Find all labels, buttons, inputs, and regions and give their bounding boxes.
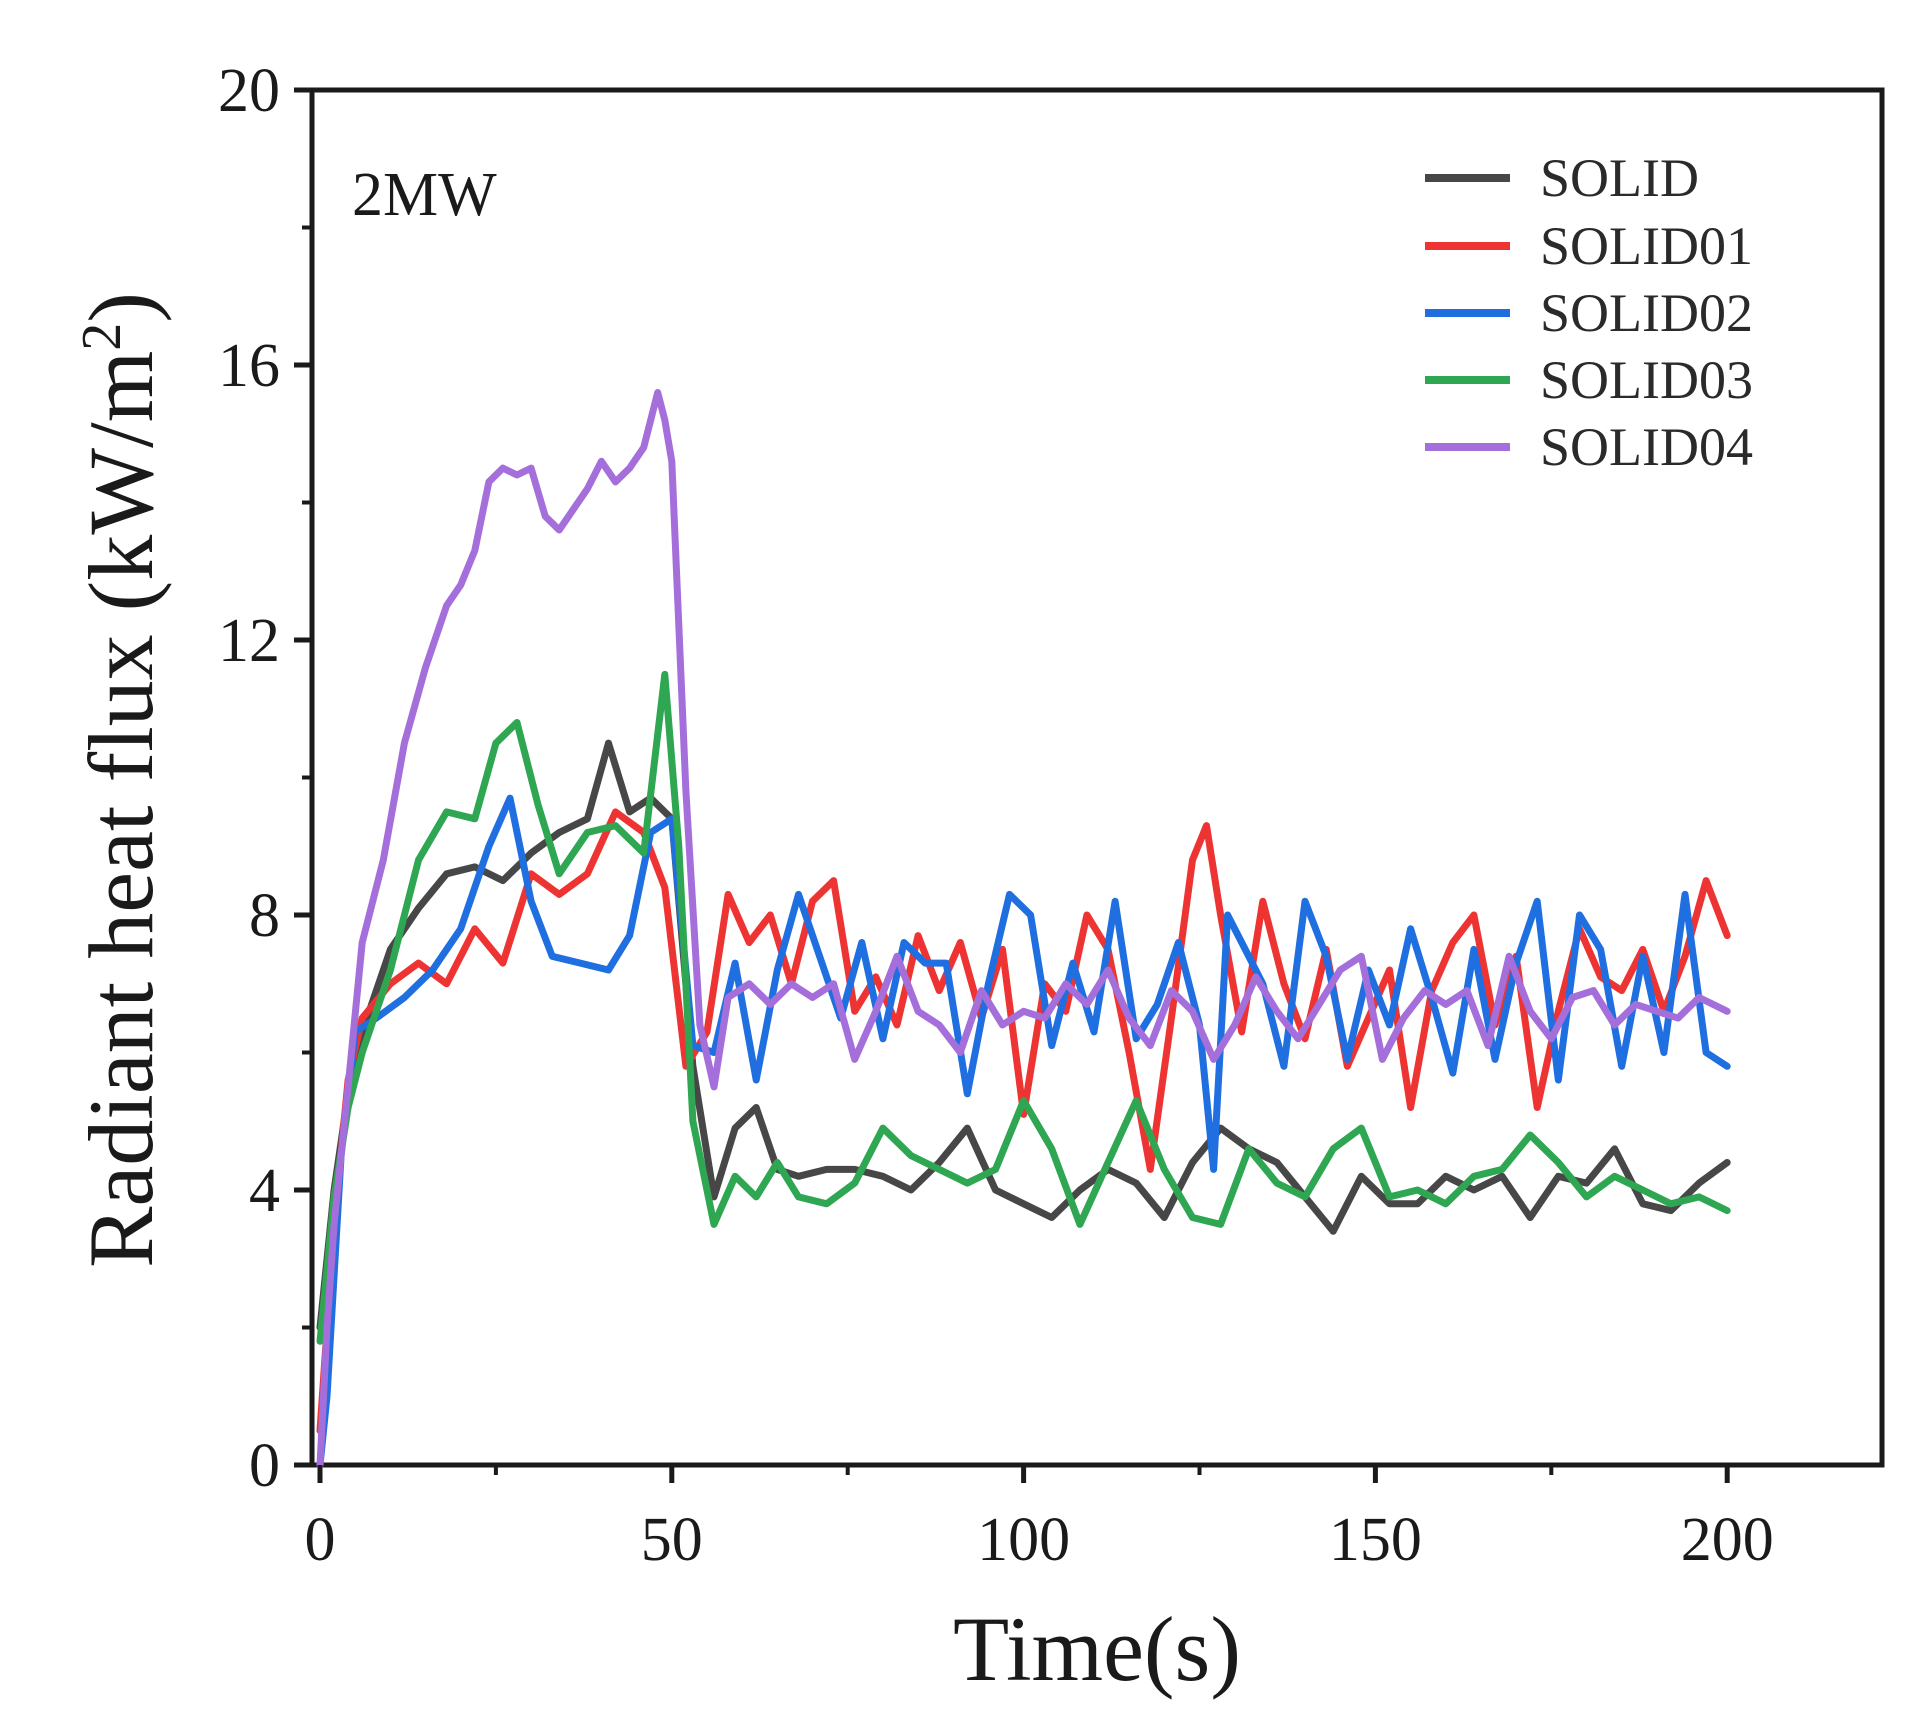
legend-label-solid02: SOLID02 [1540,283,1753,343]
series-line-solid04 [316,389,1731,1469]
y-axis-title: Radiant heat flux (kW/m2) [70,292,172,1268]
x-tick-label: 200 [1681,1506,1774,1574]
y-tick-label: 0 [249,1432,280,1500]
series-line-solid02 [316,794,1731,1469]
series-line-solid03 [316,670,1731,1345]
y-axis-title-close: ) [70,292,172,323]
x-tick-label: 0 [305,1506,336,1574]
y-tick-label: 20 [218,57,280,125]
annotation-label: 2MW [352,161,497,229]
legend-entry-solid04: SOLID04 [1425,417,1753,477]
y-tick-label: 16 [218,332,280,400]
series-layer [316,389,1731,1469]
legend-entry-solid: SOLID [1425,148,1699,208]
y-tick-label: 8 [249,882,280,950]
legend-label-solid: SOLID [1540,148,1699,208]
legend-entry-solid03: SOLID03 [1425,350,1753,410]
x-tick-label: 150 [1329,1506,1422,1574]
legend-entry-solid01: SOLID01 [1425,216,1753,276]
y-axis-title-sup: 2 [71,323,133,351]
x-tick-label: 50 [641,1506,703,1574]
legend-label-solid03: SOLID03 [1540,350,1753,410]
y-axis-title-main: Radiant heat flux (kW/m [70,351,172,1268]
legend-entry-solid02: SOLID02 [1425,283,1753,343]
x-axis-title: Time(s) [953,1598,1241,1700]
x-tick-label: 100 [977,1506,1070,1574]
series-line-solid [316,739,1731,1331]
y-tick-label: 12 [218,607,280,675]
legend-label-solid04: SOLID04 [1540,417,1753,477]
legend: SOLID SOLID01 SOLID02 SOLID03 SOLID04 [1425,148,1753,477]
legend-label-solid01: SOLID01 [1540,216,1753,276]
y-tick-label: 4 [249,1157,280,1225]
